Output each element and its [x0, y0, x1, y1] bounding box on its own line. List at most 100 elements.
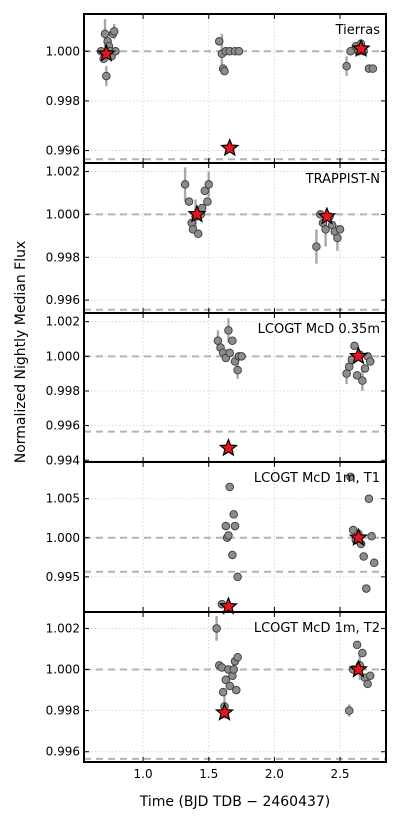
- data-point: [109, 27, 119, 36]
- y-tick-label: 1.000: [46, 207, 80, 221]
- panel-title: LCOGT McD 1m, T1: [254, 471, 380, 486]
- data-point: [367, 531, 376, 541]
- data-point: [368, 64, 378, 73]
- data-point: [180, 180, 190, 189]
- data-point: [228, 336, 237, 345]
- data-point: [342, 61, 351, 71]
- data-point: [335, 225, 345, 234]
- data-point: [232, 685, 241, 695]
- data-point: [230, 521, 240, 531]
- data-point: [321, 225, 330, 234]
- data-point: [365, 671, 375, 680]
- data-point: [333, 233, 342, 243]
- nightly-median-star: [317, 206, 337, 225]
- nightly-median-star: [96, 43, 116, 62]
- y-tick-label: 1.002: [46, 315, 80, 329]
- panel-2: 0.996 0.998 1.000 1.002 TRAPPIST-N: [46, 162, 387, 314]
- data-point: [369, 558, 379, 568]
- panel-4: 0.995 1.000 1.005 LCOGT McD 1m, T1: [46, 461, 387, 615]
- nightly-median-star: [214, 702, 235, 721]
- y-tick-label: 0.994: [46, 453, 80, 467]
- data-point: [221, 521, 231, 531]
- data-point: [312, 242, 321, 251]
- data-point: [350, 341, 359, 351]
- x-tick-label: 1.5: [199, 767, 218, 781]
- data-point: [225, 482, 234, 492]
- data-point: [228, 550, 237, 560]
- nightly-median-star: [218, 438, 239, 457]
- y-tick-label: 1.000: [46, 44, 80, 58]
- data-point: [358, 376, 367, 385]
- panel-title: Tierras: [335, 23, 381, 38]
- data-point: [221, 675, 231, 685]
- data-point: [102, 71, 111, 81]
- data-point: [344, 706, 354, 715]
- data-point: [233, 365, 242, 375]
- data-point: [224, 326, 233, 335]
- data-point: [346, 472, 355, 482]
- panel-frame: [83, 611, 387, 763]
- panel-title: TRAPPIST-N: [305, 172, 380, 187]
- x-tick-label: 1.0: [134, 767, 153, 781]
- data-point: [234, 47, 244, 56]
- x-tick-label: 2.0: [265, 767, 284, 781]
- x-axis-title: Time (BJD TDB − 2460437): [139, 794, 331, 810]
- y-tick-label: 0.996: [46, 293, 80, 307]
- data-point: [100, 29, 110, 39]
- panel-title: LCOGT McD 1m, T2: [254, 621, 380, 636]
- data-point: [342, 369, 351, 378]
- data-point: [344, 362, 354, 371]
- data-point: [184, 197, 194, 206]
- y-tick-label: 1.005: [46, 492, 80, 506]
- panel-3: 0.994 0.996 0.998 1.000 1.002 LCOGT McD 0.35m: [46, 312, 387, 467]
- y-tick-label: 0.995: [46, 570, 80, 584]
- data-point: [233, 652, 242, 662]
- y-tick-label: 0.996: [46, 144, 80, 158]
- data-point: [204, 180, 213, 189]
- y-tick-label: 0.996: [46, 419, 80, 433]
- data-point: [352, 640, 362, 650]
- data-point: [364, 494, 374, 503]
- data-point: [359, 552, 368, 561]
- nightly-median-star: [187, 204, 207, 223]
- data-point: [225, 348, 234, 358]
- y-tick-label: 0.998: [46, 384, 80, 398]
- data-point: [224, 531, 233, 540]
- nightly-median-star: [220, 137, 240, 157]
- data-point: [233, 572, 242, 582]
- data-point: [229, 510, 238, 519]
- data-point: [213, 336, 223, 345]
- y-tick-label: 0.996: [46, 745, 80, 759]
- data-point: [220, 66, 229, 76]
- y-tick-label: 0.998: [46, 704, 80, 718]
- data-point: [225, 681, 234, 691]
- data-point: [360, 364, 370, 373]
- data-point: [229, 665, 238, 674]
- nightly-median-star: [348, 346, 369, 365]
- y-tick-label: 0.998: [46, 250, 80, 264]
- x-tick-label: 2.5: [330, 767, 349, 781]
- data-point: [352, 371, 362, 380]
- panel-title: LCOGT McD 0.35m: [258, 322, 380, 337]
- data-point: [365, 357, 375, 366]
- data-point: [200, 186, 210, 196]
- data-point: [362, 584, 371, 593]
- panel-1: 0.996 0.998 1.000 Tierras: [46, 13, 387, 164]
- nightly-median-star: [218, 596, 239, 615]
- y-tick-label: 1.000: [46, 531, 80, 545]
- data-point: [218, 687, 228, 697]
- y-axis-title: Normalized Nightly Median Flux: [13, 241, 29, 464]
- data-point: [193, 229, 203, 238]
- data-point: [363, 679, 372, 689]
- data-point: [203, 197, 212, 206]
- data-point: [358, 648, 367, 658]
- y-tick-label: 1.000: [46, 349, 80, 363]
- data-point: [197, 203, 207, 213]
- panel-5: 0.996 0.998 1.000 1.002 1.0 1.5 2.0 2.5 LCOGT Mc…: [46, 611, 387, 781]
- data-point: [214, 37, 224, 46]
- y-tick-label: 1.000: [46, 663, 80, 677]
- nightly-median-star: [348, 527, 369, 546]
- nightly-median-star: [348, 659, 369, 678]
- data-point: [212, 624, 221, 633]
